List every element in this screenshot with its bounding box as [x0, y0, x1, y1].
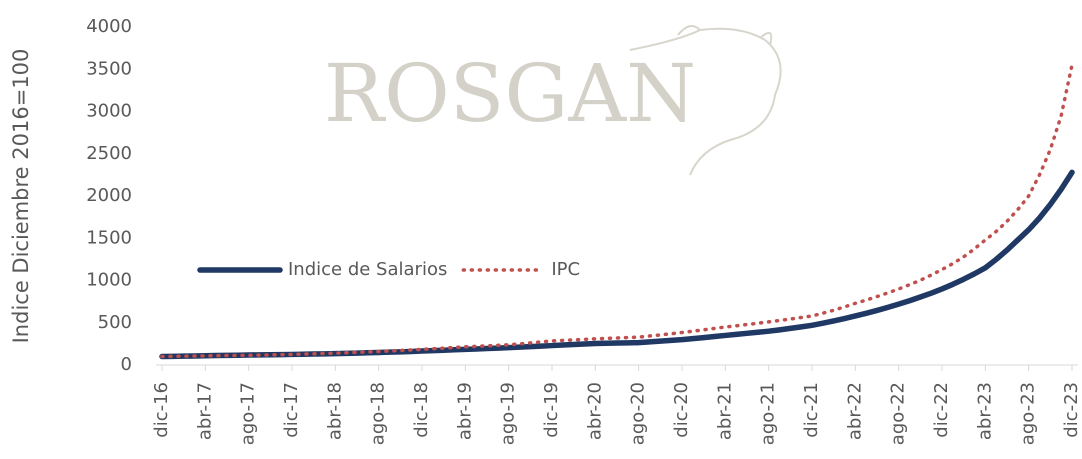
x-tick-label: ago-22	[888, 382, 909, 445]
watermark-logo	[629, 25, 782, 176]
x-tick-label: dic-22	[931, 382, 952, 438]
legend-label: IPC	[551, 259, 580, 280]
x-tick-label: ago-23	[1018, 382, 1039, 445]
x-tick-label: abr-17	[194, 382, 215, 440]
x-tick-label: ago-18	[368, 382, 389, 445]
x-tick-label: abr-21	[714, 382, 735, 440]
x-tick-label: ago-19	[498, 382, 519, 445]
x-tick-label: dic-18	[411, 382, 432, 438]
x-tick-label: dic-20	[671, 382, 692, 438]
y-tick-label: 500	[98, 312, 132, 333]
x-tick-label: abr-23	[974, 382, 995, 440]
x-tick-label: dic-23	[1061, 382, 1082, 438]
y-tick-label: 0	[121, 354, 132, 375]
x-tick-label: abr-22	[844, 382, 865, 440]
y-tick-label: 3500	[86, 58, 132, 79]
y-tick-label: 1000	[86, 270, 132, 291]
y-tick-label: 1500	[86, 227, 132, 248]
y-tick-label: 3000	[86, 101, 132, 122]
watermark: ROSGAN	[324, 47, 696, 140]
y-tick-label: 4000	[86, 16, 132, 37]
legend-label: Indice de Salarios	[288, 259, 447, 280]
x-tick-label: ago-21	[758, 382, 779, 445]
series-line	[160, 63, 1074, 359]
x-tick-label: ago-20	[628, 382, 649, 445]
x-tick-label: abr-19	[454, 382, 475, 440]
x-tick-label: ago-17	[238, 382, 259, 445]
x-tick-label: abr-18	[324, 382, 345, 440]
x-tick-label: dic-16	[151, 382, 172, 438]
x-tick-label: dic-19	[541, 382, 562, 438]
y-axis-label: Indice Diciembre 2016=100	[9, 49, 33, 344]
x-tick-label: dic-21	[801, 382, 822, 438]
x-tick-label: abr-20	[584, 382, 605, 440]
y-tick-label: 2000	[86, 185, 132, 206]
y-tick-label: 2500	[86, 143, 132, 164]
x-tick-label: dic-17	[281, 382, 302, 438]
